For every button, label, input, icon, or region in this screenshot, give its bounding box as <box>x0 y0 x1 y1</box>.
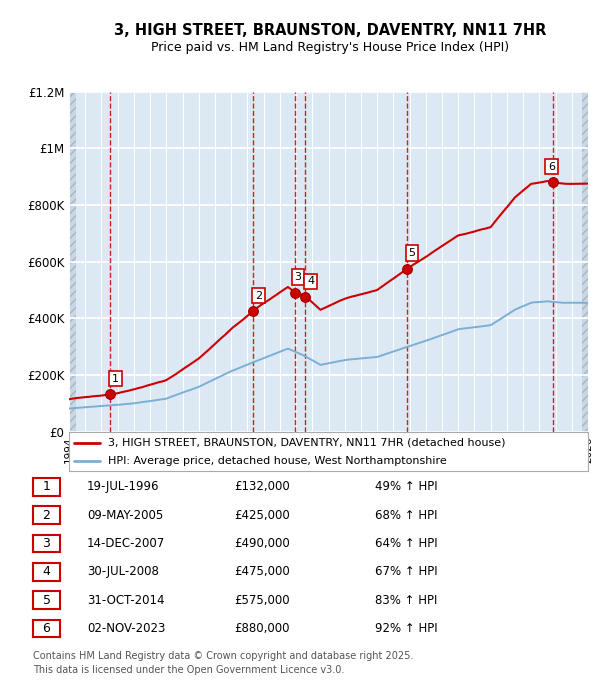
Text: Contains HM Land Registry data © Crown copyright and database right 2025.
This d: Contains HM Land Registry data © Crown c… <box>33 651 413 675</box>
Text: 02-NOV-2023: 02-NOV-2023 <box>87 622 166 635</box>
Text: 3, HIGH STREET, BRAUNSTON, DAVENTRY, NN11 7HR (detached house): 3, HIGH STREET, BRAUNSTON, DAVENTRY, NN1… <box>108 438 505 447</box>
Text: 2: 2 <box>255 290 262 301</box>
Text: £490,000: £490,000 <box>234 537 290 550</box>
Text: 68% ↑ HPI: 68% ↑ HPI <box>375 509 437 522</box>
Text: 64% ↑ HPI: 64% ↑ HPI <box>375 537 437 550</box>
Text: £880,000: £880,000 <box>234 622 290 635</box>
Text: 5: 5 <box>409 248 415 258</box>
Text: £132,000: £132,000 <box>234 480 290 493</box>
Text: 14-DEC-2007: 14-DEC-2007 <box>87 537 165 550</box>
Text: 4: 4 <box>307 277 314 286</box>
Text: £425,000: £425,000 <box>234 509 290 522</box>
Text: 49% ↑ HPI: 49% ↑ HPI <box>375 480 437 493</box>
Text: 2: 2 <box>43 509 50 522</box>
Text: 19-JUL-1996: 19-JUL-1996 <box>87 480 160 493</box>
Text: £475,000: £475,000 <box>234 565 290 578</box>
Text: 6: 6 <box>43 622 50 635</box>
Text: 67% ↑ HPI: 67% ↑ HPI <box>375 565 437 578</box>
Text: HPI: Average price, detached house, West Northamptonshire: HPI: Average price, detached house, West… <box>108 456 446 466</box>
Bar <box>69 92 76 432</box>
Text: 3: 3 <box>295 272 301 282</box>
Text: £575,000: £575,000 <box>234 594 290 607</box>
Text: 31-OCT-2014: 31-OCT-2014 <box>87 594 164 607</box>
Text: 6: 6 <box>548 162 555 172</box>
Text: 1: 1 <box>43 480 50 493</box>
Text: 4: 4 <box>43 565 50 578</box>
Text: 09-MAY-2005: 09-MAY-2005 <box>87 509 163 522</box>
Text: 92% ↑ HPI: 92% ↑ HPI <box>375 622 437 635</box>
Bar <box>581 92 588 432</box>
Text: Price paid vs. HM Land Registry's House Price Index (HPI): Price paid vs. HM Land Registry's House … <box>151 41 509 54</box>
Text: 5: 5 <box>43 594 50 607</box>
Text: 30-JUL-2008: 30-JUL-2008 <box>87 565 159 578</box>
Text: 3, HIGH STREET, BRAUNSTON, DAVENTRY, NN11 7HR: 3, HIGH STREET, BRAUNSTON, DAVENTRY, NN1… <box>114 23 546 38</box>
Text: 83% ↑ HPI: 83% ↑ HPI <box>375 594 437 607</box>
Text: 1: 1 <box>112 373 119 384</box>
Text: 3: 3 <box>43 537 50 550</box>
